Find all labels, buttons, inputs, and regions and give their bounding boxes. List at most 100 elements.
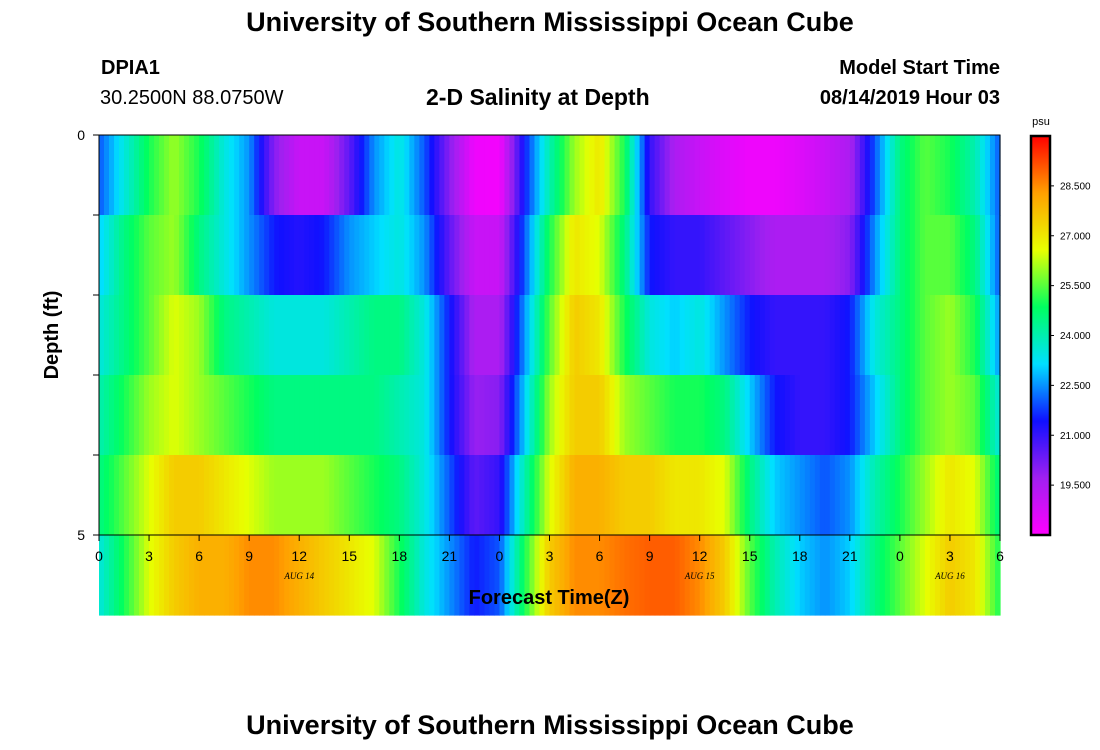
heatmap-cell [644, 375, 651, 456]
heatmap-cell [569, 455, 576, 536]
x-tick-label: 12 [291, 548, 307, 564]
heatmap-cell [144, 375, 150, 456]
heatmap-cell [524, 535, 531, 616]
x-tick-label: 9 [646, 548, 654, 564]
heatmap-cell [264, 295, 270, 376]
heatmap-cell [384, 215, 390, 296]
heatmap-cell [159, 535, 165, 616]
heatmap-cell [824, 295, 831, 376]
heatmap-cell [559, 535, 566, 616]
heatmap-cell [909, 375, 916, 456]
heatmap-cell [234, 455, 240, 536]
heatmap-cell [894, 295, 901, 376]
heatmap-cell [944, 215, 951, 296]
heatmap-cell [779, 295, 786, 376]
heatmap-cell [669, 455, 676, 536]
heatmap-cell [769, 375, 776, 456]
heatmap-cell [809, 135, 816, 216]
heatmap-cell [539, 215, 546, 296]
heatmap-cell [959, 215, 966, 296]
heatmap-cell [474, 215, 481, 296]
heatmap-cell [389, 455, 395, 536]
heatmap-cell [434, 295, 440, 376]
x-tick-label: 6 [596, 548, 604, 564]
heatmap-cell [899, 215, 906, 296]
heatmap-cell [654, 455, 661, 536]
heatmap-cell [639, 375, 646, 456]
heatmap-cell [979, 535, 986, 616]
heatmap-cell [739, 295, 746, 376]
heatmap-cell [854, 375, 861, 456]
heatmap-cell [849, 375, 856, 456]
heatmap-cell [529, 295, 536, 376]
heatmap-cell [104, 215, 110, 296]
heatmap-cell [244, 215, 250, 296]
heatmap-cell [159, 375, 165, 456]
heatmap-cell [619, 295, 626, 376]
heatmap-cell [169, 455, 175, 536]
heatmap-cell [994, 135, 1001, 216]
heatmap-cell [619, 135, 626, 216]
heatmap-cell [404, 135, 410, 216]
heatmap-cell [439, 215, 445, 296]
heatmap-cell [374, 535, 380, 616]
heatmap-cell [964, 295, 971, 376]
heatmap-cell [599, 135, 606, 216]
heatmap-cell [974, 375, 981, 456]
heatmap-cell [199, 295, 205, 376]
heatmap-cell [434, 375, 440, 456]
heatmap-cell [229, 295, 235, 376]
heatmap-cell [279, 135, 285, 216]
heatmap-cell [404, 455, 410, 536]
heatmap-cell [794, 455, 801, 536]
heatmap-cell [564, 455, 571, 536]
heatmap-cell [384, 375, 390, 456]
heatmap-cell [299, 295, 305, 376]
heatmap-cell [374, 215, 380, 296]
heatmap-cell [99, 135, 105, 216]
heatmap-cell [909, 295, 916, 376]
heatmap-cell [739, 455, 746, 536]
heatmap-cell [114, 375, 120, 456]
heatmap-cell [279, 535, 285, 616]
heatmap-cell [614, 135, 621, 216]
heatmap-cell [304, 375, 310, 456]
heatmap-cell [399, 535, 405, 616]
heatmap-cell [599, 295, 606, 376]
heatmap-cell [694, 215, 701, 296]
heatmap-cell [854, 535, 861, 616]
heatmap-cell [174, 295, 180, 376]
heatmap-cell [584, 135, 591, 216]
heatmap-cell [299, 135, 305, 216]
heatmap-cell [734, 295, 741, 376]
heatmap-cell [229, 215, 235, 296]
heatmap-cell [234, 535, 240, 616]
heatmap-cell [194, 215, 200, 296]
heatmap-cell [464, 295, 471, 376]
heatmap-cell [284, 455, 290, 536]
heatmap-cell [274, 375, 280, 456]
heatmap-cell [214, 135, 220, 216]
heatmap-cell [144, 535, 150, 616]
heatmap-cell [419, 455, 425, 536]
heatmap-cell [844, 375, 851, 456]
heatmap-cell [299, 455, 305, 536]
heatmap-cell [819, 295, 826, 376]
heatmap-cell [884, 295, 891, 376]
x-tick-label: 18 [792, 548, 808, 564]
heatmap-cell [399, 135, 405, 216]
heatmap-cell [184, 135, 190, 216]
heatmap-cell [764, 215, 771, 296]
heatmap-cell [149, 375, 155, 456]
heatmap-cell [604, 375, 611, 456]
heatmap-cell [894, 135, 901, 216]
heatmap-cell [239, 215, 245, 296]
heatmap-cell [304, 535, 310, 616]
heatmap-cell [239, 455, 245, 536]
heatmap-cell [379, 535, 385, 616]
heatmap-cell [649, 215, 656, 296]
heatmap-cell [139, 375, 145, 456]
heatmap-cell [884, 135, 891, 216]
heatmap-cell [129, 295, 135, 376]
heatmap-cell [749, 135, 756, 216]
